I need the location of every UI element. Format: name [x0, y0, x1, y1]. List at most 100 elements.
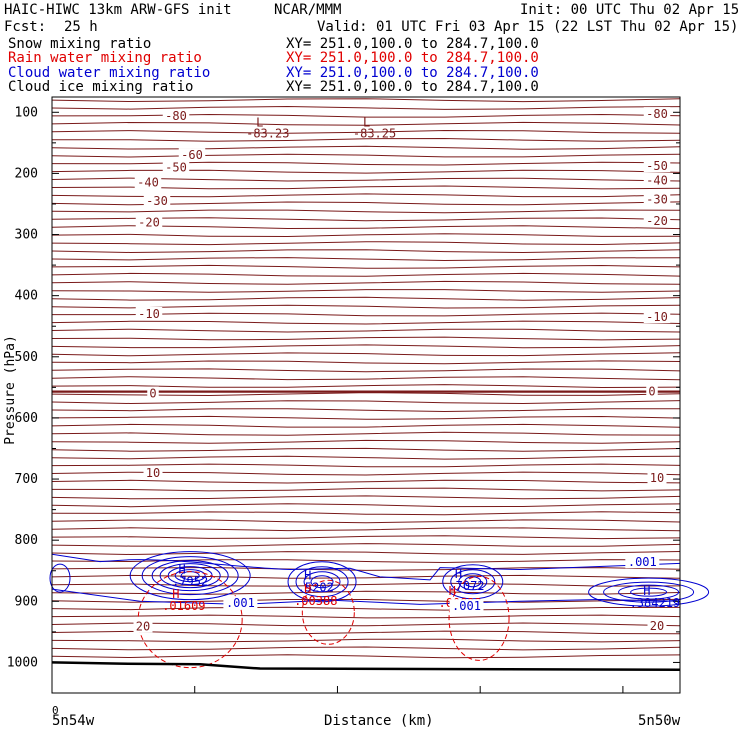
isotherm-line	[51, 209, 681, 214]
cloud-water-contour	[310, 575, 334, 589]
isotherm-line	[51, 447, 681, 452]
isotherm-line	[51, 606, 681, 611]
field-cloudwater-name: Cloud water mixing ratio	[8, 65, 211, 81]
extremum-value: .7072	[448, 579, 484, 593]
isotherm-line	[51, 408, 681, 413]
rain-water-contour	[301, 579, 355, 645]
isotherm-line	[51, 487, 681, 492]
y-tick-label: 400	[15, 289, 38, 304]
isotherm-label-right: -40	[646, 174, 668, 188]
isotherm-line	[51, 543, 681, 547]
y-tick-label: 900	[15, 594, 38, 609]
fcst-value: 25 h	[64, 19, 98, 35]
fcst-label: Fcst:	[4, 19, 47, 35]
y-axis-label: Pressure (hPa)	[3, 335, 18, 445]
isotherm-line	[51, 527, 681, 532]
y-tick-label: 1000	[7, 655, 38, 670]
isotherm-label-left: -40	[137, 176, 159, 190]
isotherm-label-left: -80	[165, 109, 187, 123]
y-tick-label: 700	[15, 472, 38, 487]
isotherm-label-right: -30	[646, 193, 668, 207]
isotherm-label-right-bg	[647, 618, 667, 632]
isotherm-line	[51, 264, 681, 269]
isotherm-line	[51, 423, 681, 428]
field-snow-name: Snow mixing ratio	[8, 36, 152, 52]
isotherm-line	[51, 376, 681, 381]
contour-label-bg	[449, 599, 484, 613]
extremum-value: .384219	[630, 596, 681, 610]
contour-label-bg	[625, 555, 660, 569]
isotherm-line	[51, 296, 681, 301]
isotherm-label-right-bg	[646, 384, 658, 398]
isotherm-line	[51, 129, 681, 134]
x-tick-label-0: 0	[52, 704, 59, 717]
isotherm-line	[51, 392, 681, 397]
isotherm-label-left-bg	[178, 148, 206, 162]
isotherm-line	[51, 121, 681, 126]
isotherm-line	[51, 590, 681, 595]
isotherm-line	[51, 511, 681, 516]
isotherm-line	[51, 535, 681, 540]
isotherm-line	[51, 574, 681, 579]
isotherm-label-left-bg	[143, 465, 163, 479]
isotherm-line	[51, 479, 681, 484]
cloud-water-contour	[159, 563, 221, 589]
y-tick-label: 800	[15, 533, 38, 548]
cloud-water-contour	[603, 581, 695, 603]
extremum-mark: H	[304, 582, 311, 596]
isotherm-line	[51, 614, 681, 619]
isotherm-line	[51, 495, 681, 500]
field-rain-name: Rain water mixing ratio	[8, 50, 202, 66]
isotherm-line	[51, 320, 681, 325]
isotherm-line	[51, 654, 681, 659]
cloud-water-contour	[630, 587, 668, 597]
isotherm-line	[51, 233, 681, 238]
contour-label: .001	[628, 555, 657, 569]
isotherm-line	[51, 551, 681, 556]
isotherm-line	[51, 272, 681, 277]
isotherm-label-left-bg	[135, 307, 163, 321]
extremum-value: .7952	[172, 575, 208, 589]
isotherm-line	[51, 519, 681, 524]
isotherm-label-left-bg	[162, 108, 190, 122]
model-title: HAIC-HIWC 13km ARW-GFS init	[4, 2, 232, 18]
isotherm-label-right-bg	[647, 470, 667, 484]
y-tick-label: 500	[15, 350, 38, 365]
extremum-mark: H	[179, 563, 186, 577]
isotherm-line	[51, 368, 681, 373]
field-cloudwater-xy: XY= 251.0,100.0 to 284.7,100.0	[286, 65, 539, 81]
isotherm-line	[51, 105, 681, 110]
cloud-water-contour	[442, 564, 504, 600]
cloud-water-contour	[129, 551, 251, 601]
isotherm-label-right: -50	[646, 159, 668, 173]
isotherm-line	[51, 360, 681, 365]
isotherm-label-right-bg	[643, 214, 671, 228]
isotherm-line	[51, 153, 681, 158]
extremum-value: -83.23	[246, 126, 289, 140]
isotherm-label-left: 20	[136, 619, 150, 633]
cloud-contour-outer	[51, 553, 681, 581]
isotherm-label-right: 0	[648, 385, 655, 399]
isotherm-line	[51, 400, 681, 405]
rain-water-contour	[448, 575, 510, 661]
isotherm-label-right: -20	[646, 214, 668, 228]
isotherm-label-left-bg	[147, 386, 159, 400]
cloud-water-contour	[588, 577, 710, 607]
isotherm-line	[51, 328, 681, 333]
extremum-value: .00388	[294, 594, 337, 608]
cloud-water-contour	[287, 561, 357, 603]
isotherm-line	[51, 257, 681, 262]
isotherm-label-right-bg	[643, 173, 671, 187]
isotherm-line	[52, 137, 681, 142]
extremum-mark: H	[304, 569, 311, 583]
cloud-water-contour	[458, 573, 488, 591]
isotherm-label-right: 20	[650, 619, 664, 633]
isotherm-line	[51, 336, 681, 341]
init-time: Init: 00 UTC Thu 02 Apr 15	[520, 2, 740, 18]
isotherm-label-left: -10	[138, 307, 160, 321]
contour-label: .001	[452, 599, 481, 613]
isotherm-label-right-bg	[643, 107, 671, 121]
field-cloudice-name: Cloud ice mixing ratio	[8, 79, 194, 95]
isotherm-label-left: -50	[165, 160, 187, 174]
